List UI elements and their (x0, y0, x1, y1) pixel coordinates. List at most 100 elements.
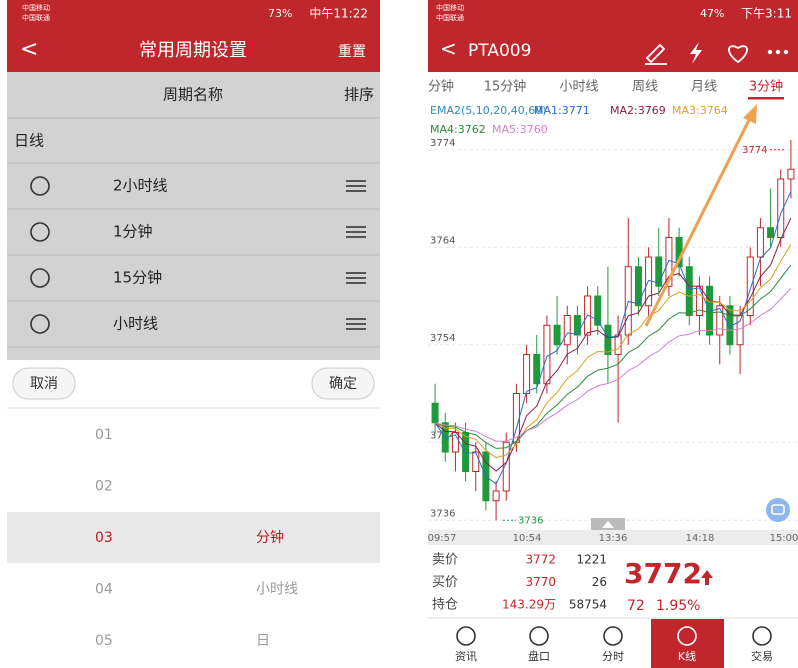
reset-button[interactable]: 重置 (338, 44, 366, 60)
period-tab[interactable]: 月线 (691, 80, 717, 95)
candle-body (665, 237, 673, 287)
battery: 73% (268, 7, 292, 20)
nav-icon[interactable] (603, 626, 623, 646)
back-button[interactable]: < (20, 37, 38, 62)
column-header: 周期名称 (163, 86, 223, 104)
clock: 下午3:11 (741, 7, 792, 21)
candle-body (634, 266, 642, 307)
period-tab[interactable]: 分钟 (428, 79, 454, 95)
candle-body (543, 324, 551, 385)
ok-button[interactable] (311, 367, 375, 400)
float-icon (771, 504, 785, 515)
edit-icon[interactable] (645, 43, 667, 65)
nav-icon[interactable] (677, 626, 697, 646)
picker-number: 05 (95, 633, 113, 649)
period-tab[interactable]: 周线 (632, 80, 658, 95)
candle-body (573, 315, 581, 336)
period-name: 小时线 (113, 315, 158, 333)
y-tick-label: 3736 (430, 508, 455, 519)
ok-label: 确定 (329, 376, 357, 392)
candle-body (716, 305, 724, 336)
radio[interactable] (30, 314, 50, 334)
more-icon[interactable] (775, 49, 781, 55)
flash-icon[interactable] (690, 42, 702, 64)
quote-label: 持仓 (432, 598, 458, 613)
carrier: 中国联通 (22, 13, 50, 22)
period-tab[interactable]: 15分钟 (484, 79, 527, 95)
nav-label[interactable]: 交易 (751, 649, 773, 663)
candle-body (614, 334, 622, 355)
change-pct: 1.95% (656, 598, 700, 614)
nav-label[interactable]: K线 (678, 649, 696, 663)
ma-legend: MA1:3771 (534, 104, 590, 117)
favorite-icon[interactable] (728, 45, 748, 64)
picker-number: 04 (95, 582, 113, 598)
x-tick-label: 09:57 (428, 533, 457, 544)
more-icon[interactable] (767, 49, 773, 55)
candle-body (462, 432, 470, 472)
low-label: 3736 (518, 515, 543, 526)
carrier: 中国移动 (436, 3, 464, 12)
cancel-label: 取消 (30, 376, 58, 392)
up-arrow (701, 570, 713, 585)
nav-label[interactable]: 盘口 (528, 649, 550, 663)
quote-volume: 26 (592, 575, 607, 589)
candle-body (685, 266, 693, 316)
clock: 中午11:22 (309, 6, 368, 21)
radio[interactable] (30, 222, 50, 242)
nav-label[interactable]: 资讯 (455, 650, 477, 663)
tab-underline (748, 97, 784, 100)
picker-unit: 分钟 (256, 529, 284, 546)
ma-line (434, 244, 792, 459)
symbol: PTA009 (468, 41, 531, 61)
candle-body (655, 256, 663, 287)
nav-label[interactable]: 分时 (602, 650, 624, 663)
candle-body (533, 354, 541, 385)
candle-body (787, 168, 795, 180)
candle-body (604, 324, 612, 355)
candle-body (492, 490, 500, 502)
left-header-bg (7, 0, 380, 72)
nav-icon[interactable] (529, 626, 549, 646)
back-button[interactable]: < (440, 37, 457, 61)
picker-number: 01 (95, 427, 113, 443)
period-tab[interactable]: 3分钟 (749, 79, 783, 95)
period-tab[interactable]: 小时线 (559, 80, 598, 95)
radio[interactable] (30, 268, 50, 288)
candle-body (594, 295, 602, 326)
time-axis-bg (428, 530, 798, 545)
candle-body (777, 178, 785, 238)
ma-legend: MA3:3764 (672, 104, 728, 117)
ma-legend: MA4:3762 (430, 123, 486, 136)
y-tick-label: 3774 (430, 138, 455, 149)
carrier: 中国联通 (436, 13, 464, 22)
nav-icon[interactable] (752, 626, 772, 646)
high-label: 3774 (742, 145, 767, 156)
nav-icon[interactable] (456, 626, 476, 646)
ma-legend: MA2:3769 (610, 104, 666, 117)
y-tick-label: 3754 (430, 333, 455, 344)
float-button[interactable] (766, 498, 790, 522)
quote-volume: 1221 (576, 553, 607, 567)
candle-body (624, 266, 632, 336)
last-price: 3772 (624, 557, 702, 590)
picker-selection (7, 512, 380, 563)
left-list-bg (7, 72, 380, 360)
radio[interactable] (30, 176, 50, 196)
change: 72 (627, 598, 645, 614)
ma-line (434, 217, 792, 472)
quote-label: 买价 (432, 575, 458, 590)
y-tick-label: 3764 (430, 235, 455, 246)
x-tick-label: 10:54 (513, 533, 542, 544)
x-tick-label: 14:18 (686, 533, 715, 544)
ma-line (434, 288, 792, 442)
ma-legend: MA5:3760 (492, 123, 548, 136)
ma-legend: EMA2(5,10,20,40,60) (430, 104, 547, 117)
picker-number: 02 (95, 479, 113, 495)
carrier: 中国移动 (22, 3, 50, 12)
period-name: 15分钟 (113, 269, 162, 287)
more-icon[interactable] (783, 49, 789, 55)
candle-body (767, 227, 775, 238)
cancel-button[interactable] (12, 367, 76, 400)
